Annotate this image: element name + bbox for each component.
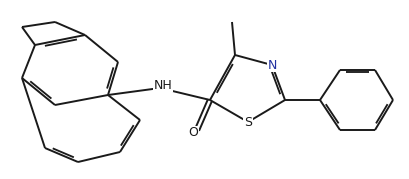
Text: NH: NH [153, 79, 172, 91]
Text: O: O [188, 127, 198, 139]
Text: S: S [243, 115, 252, 129]
Text: N: N [267, 59, 276, 71]
